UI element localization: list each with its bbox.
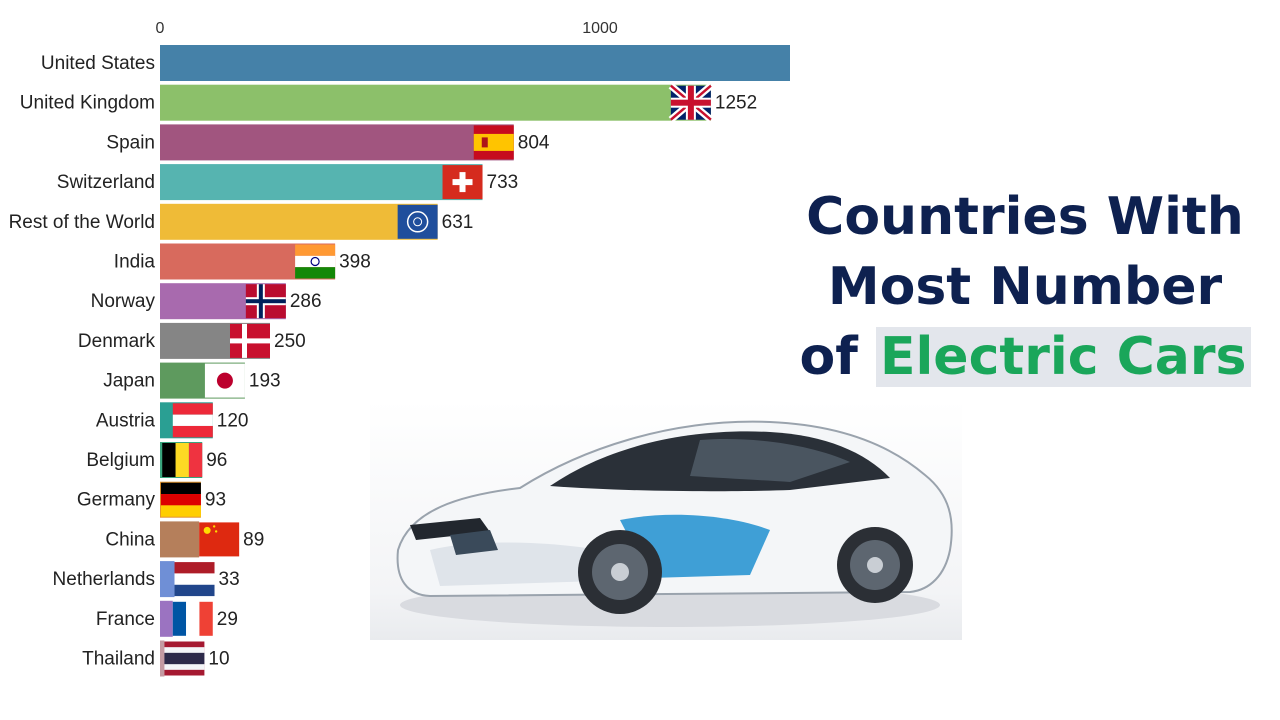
value-label: 250 — [274, 331, 306, 352]
value-label: 10 — [208, 649, 229, 670]
value-label: 89 — [243, 529, 264, 550]
value-label: 193 — [249, 371, 281, 392]
title-highlight: Electric Cars — [875, 327, 1251, 387]
nl-flag-icon — [174, 562, 215, 597]
cn-flag-icon — [199, 522, 240, 557]
value-label: 29 — [217, 609, 238, 630]
es-flag-icon — [473, 125, 514, 160]
value-label: 631 — [442, 212, 474, 233]
category-label: Norway — [91, 291, 156, 312]
bar-chart: 010002000 United States2170United Kingdo… — [9, 20, 790, 677]
category-label: Germany — [77, 490, 156, 511]
bar — [160, 45, 790, 81]
category-label: Thailand — [82, 649, 155, 670]
gb-flag-icon — [668, 83, 714, 123]
bar — [160, 640, 165, 677]
jp-flag-icon — [204, 363, 245, 398]
x-tick-label: 1000 — [582, 20, 618, 37]
value-label: 804 — [518, 132, 550, 153]
value-label: 286 — [290, 291, 322, 312]
category-label: United States — [41, 53, 155, 74]
title-line-3: of Electric Cars — [790, 322, 1260, 392]
value-label: 398 — [339, 252, 371, 273]
category-label: Belgium — [86, 450, 155, 471]
value-label: 1252 — [715, 93, 757, 114]
ch-flag-icon — [442, 165, 483, 200]
category-label: Denmark — [78, 331, 156, 352]
x-tick-label: 0 — [156, 20, 165, 37]
category-label: United Kingdom — [20, 93, 155, 114]
value-label: 120 — [217, 410, 249, 431]
category-label: Spain — [106, 132, 155, 153]
value-label: 733 — [487, 172, 519, 193]
be-flag-icon — [162, 443, 203, 477]
category-label: India — [114, 252, 156, 273]
category-label: Switzerland — [57, 172, 155, 193]
th-flag-icon — [164, 641, 205, 676]
category-label: Austria — [96, 410, 156, 431]
title-line-3-prefix: of — [799, 327, 876, 387]
category-label: China — [105, 529, 155, 550]
value-label: 93 — [205, 490, 226, 511]
bar — [160, 164, 483, 201]
at-flag-icon — [172, 403, 213, 438]
title-line-2: Most Number — [827, 257, 1223, 317]
category-label: Netherlands — [53, 569, 155, 590]
bar — [160, 203, 438, 240]
value-label: 33 — [219, 569, 240, 590]
bar — [160, 600, 173, 637]
de-flag-icon — [160, 482, 201, 517]
un-flag-icon — [397, 204, 438, 239]
value-label: 96 — [206, 450, 227, 471]
electric-car-illustration — [396, 420, 953, 627]
car-image — [370, 400, 962, 640]
bar — [160, 84, 711, 121]
dk-flag-icon — [230, 323, 270, 358]
category-label: Japan — [103, 371, 155, 392]
bar — [160, 521, 200, 558]
bar — [160, 124, 514, 161]
category-label: France — [96, 609, 155, 630]
fr-flag-icon — [172, 601, 213, 636]
title-line-1: Countries With — [806, 187, 1244, 247]
chart-title: Countries With Most Number of Electric C… — [790, 182, 1260, 392]
bars-group: United States2170United Kingdom1252Spain… — [9, 45, 790, 677]
bar — [160, 561, 175, 598]
no-flag-icon — [245, 284, 286, 319]
x-axis: 010002000 — [156, 20, 618, 37]
category-label: Rest of the World — [9, 212, 155, 233]
in-flag-icon — [295, 244, 336, 279]
